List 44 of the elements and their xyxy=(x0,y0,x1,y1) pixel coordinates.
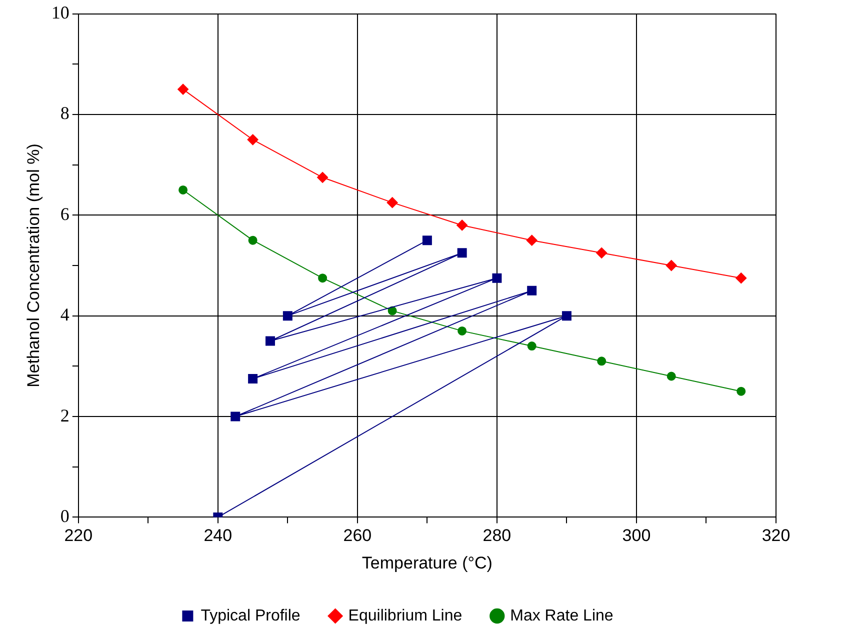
point xyxy=(178,185,188,194)
point xyxy=(562,311,572,321)
point xyxy=(597,356,606,366)
x-tick-label: 280 xyxy=(482,526,512,546)
point xyxy=(527,286,537,296)
x-axis-title: Temperature (°C) xyxy=(362,553,492,572)
point xyxy=(317,172,328,183)
point xyxy=(247,134,258,146)
point xyxy=(266,336,275,346)
y-tick-label: 0 xyxy=(60,506,70,526)
legend-label: Max Rate Line xyxy=(510,607,614,624)
x-tick-label: 320 xyxy=(762,526,790,546)
point xyxy=(230,412,240,422)
x-tick-label: 240 xyxy=(204,526,232,546)
x-tick-label: 260 xyxy=(343,526,372,546)
y-axis-title: Methanol Concentration (mol %) xyxy=(24,144,43,388)
point xyxy=(456,220,468,231)
y-tick-label: 2 xyxy=(60,405,70,426)
point xyxy=(527,342,536,351)
y-tick-label: 4 xyxy=(60,304,70,325)
point xyxy=(736,386,746,396)
y-tick-label: 6 xyxy=(60,204,70,224)
point xyxy=(422,236,432,246)
point xyxy=(596,247,608,258)
point xyxy=(388,306,397,316)
point xyxy=(457,248,467,258)
point xyxy=(248,374,258,384)
point xyxy=(458,326,467,336)
point xyxy=(526,234,538,246)
legend-label: Typical Profile xyxy=(200,607,300,624)
y-tick-label: 10 xyxy=(51,2,70,23)
point xyxy=(248,236,258,245)
point xyxy=(666,260,677,271)
point xyxy=(492,273,502,283)
point xyxy=(666,372,676,381)
point xyxy=(736,272,747,284)
y-tick-label: 8 xyxy=(60,103,70,124)
point xyxy=(178,84,189,95)
point xyxy=(282,311,292,321)
legend-label: Equilibrium Line xyxy=(348,607,462,624)
x-tick-label: 300 xyxy=(622,526,651,546)
point xyxy=(318,274,328,283)
x-tick-label: 220 xyxy=(64,526,93,546)
point xyxy=(386,197,398,208)
